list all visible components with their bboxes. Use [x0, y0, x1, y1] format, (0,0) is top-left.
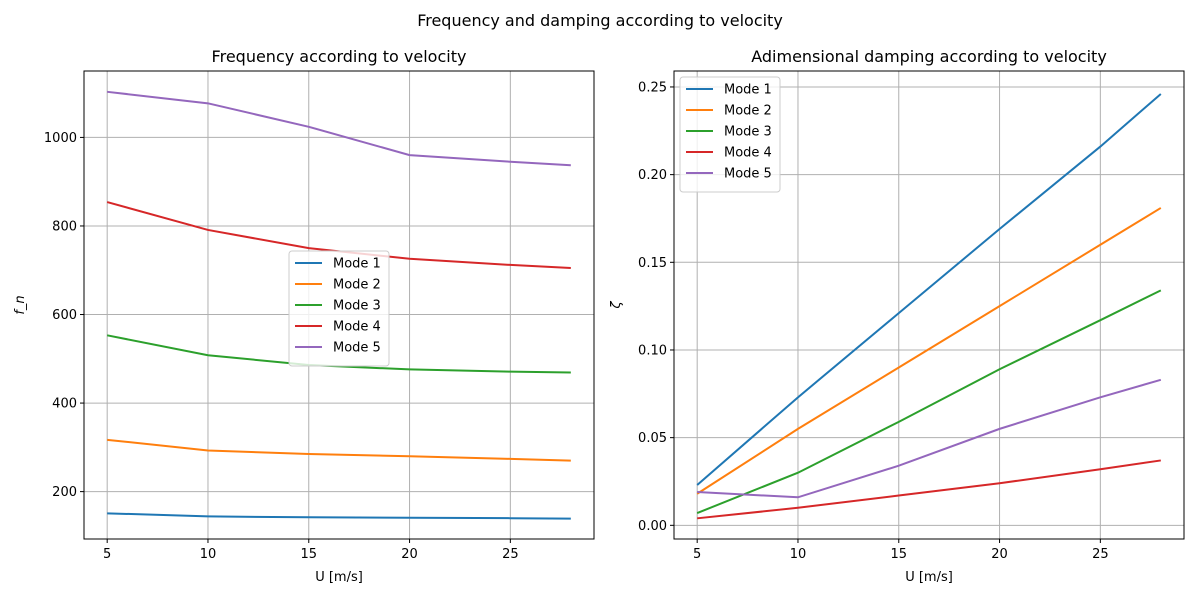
y-tick-label: 0.10: [638, 343, 667, 358]
x-tick-label: 15: [890, 547, 907, 562]
x-axis-label: U [m/s]: [905, 570, 953, 585]
y-axis-label: f_n: [13, 295, 28, 314]
series-line-mode-4: [697, 459, 1161, 520]
x-tick-label: 25: [1092, 547, 1109, 562]
frequency-panel: Frequency according to velocity 5 10 15 20 25…: [13, 47, 595, 585]
x-axis-label: U [m/s]: [315, 570, 363, 585]
series-line-mode-1: [696, 93, 1162, 486]
legend-box: [679, 76, 781, 193]
legend: Mode 1 Mode 2 Mode 3 Mode 4 Mode 5: [288, 250, 390, 367]
legend: Mode 1 Mode 2 Mode 3 Mode 4 Mode 5: [679, 76, 781, 193]
y-tick-label: 800: [52, 219, 77, 234]
y-axis-label: ζ: [609, 301, 624, 310]
series-line-mode-5: [107, 90, 571, 167]
series-line-mode-1: [107, 512, 571, 520]
chart-title: Frequency according to velocity: [212, 47, 467, 66]
x-tick-label: 20: [991, 547, 1008, 562]
x-tick-label: 5: [103, 547, 111, 562]
legend-label: Mode 1: [724, 83, 772, 98]
y-tick-label: 0.05: [638, 431, 667, 446]
y-tick-label: 0.15: [638, 256, 667, 271]
legend-label: Mode 5: [333, 341, 381, 356]
x-tick-label: 10: [790, 547, 807, 562]
legend-label: Mode 2: [724, 104, 772, 119]
legend-label: Mode 3: [333, 299, 381, 314]
legend-label: Mode 4: [333, 320, 381, 335]
x-tick-label: 25: [502, 547, 519, 562]
figure-suptitle: Frequency and damping according to veloc…: [417, 11, 783, 30]
x-tick-label: 20: [401, 547, 418, 562]
series-group: [696, 93, 1162, 520]
series-line-mode-3: [696, 289, 1162, 514]
y-tick-label: 200: [52, 485, 77, 500]
legend-box: [288, 250, 390, 367]
grid: [84, 71, 594, 539]
y-tick-label: 1000: [44, 131, 77, 146]
legend-label: Mode 4: [724, 146, 772, 161]
chart-title: Adimensional damping according to veloci…: [751, 47, 1107, 66]
x-tick-label: 10: [200, 547, 217, 562]
legend-label: Mode 1: [333, 257, 381, 272]
legend-label: Mode 5: [724, 167, 772, 182]
legend-label: Mode 3: [724, 125, 772, 140]
x-tick-label: 5: [693, 547, 701, 562]
axes-frame: [673, 70, 1185, 540]
x-tick-label: 15: [300, 547, 317, 562]
axes-frame: [83, 70, 595, 540]
damping-panel: Adimensional damping according to veloci…: [609, 47, 1185, 585]
series-line-mode-2: [107, 438, 571, 462]
legend-label: Mode 2: [333, 278, 381, 293]
series-line-mode-5: [697, 378, 1162, 499]
series-line-mode-3: [106, 334, 571, 374]
y-tick-label: 0.20: [638, 168, 667, 183]
y-tick-label: 0.25: [638, 80, 667, 95]
y-tick-label: 400: [52, 397, 77, 412]
y-tick-label: 600: [52, 308, 77, 323]
series-line-mode-2: [696, 207, 1162, 495]
y-tick-label: 0.00: [638, 519, 667, 534]
